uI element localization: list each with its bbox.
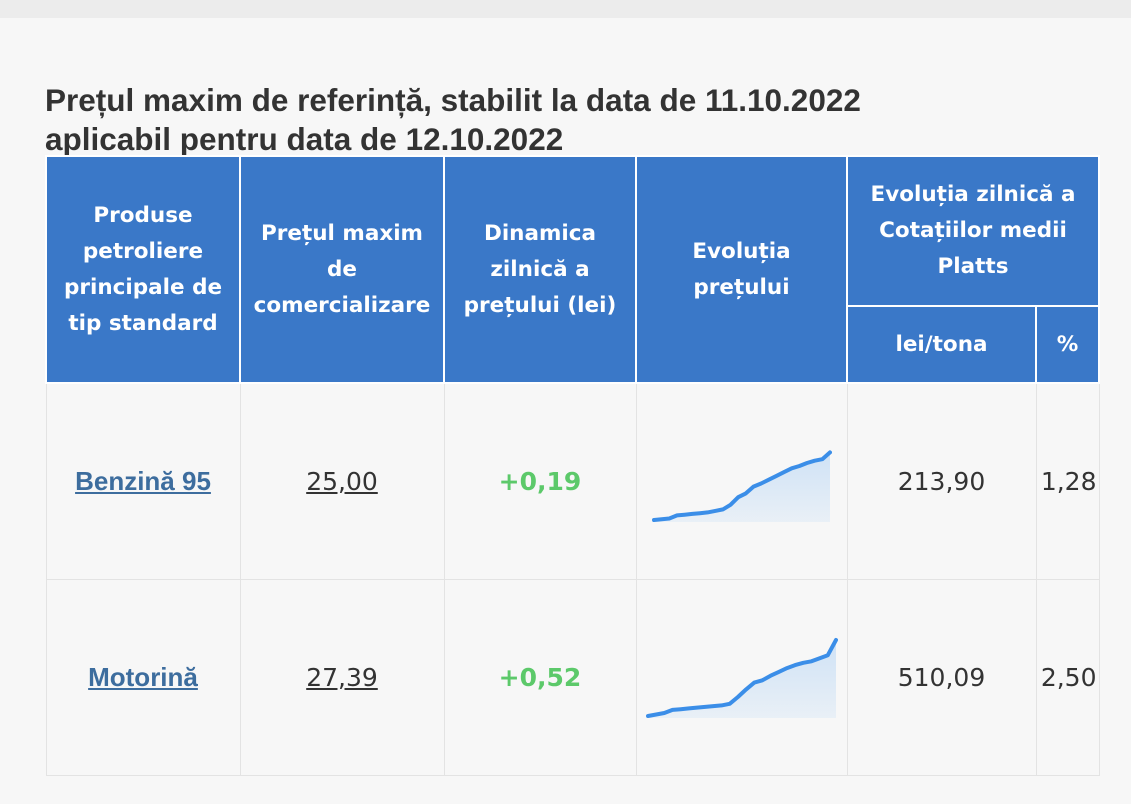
page-title: Prețul maxim de referință, stabilit la d… [45,81,1105,159]
price-value[interactable]: 25,00 [306,466,378,496]
platts-lei-value: 213,90 [846,382,1037,580]
sparkline-line [645,638,838,718]
fuel-price-table: Produse petroliere principale de tip sta… [45,155,1100,776]
sparkline-area [653,452,830,523]
price-delta: +0,19 [443,382,637,580]
table-row: Benzină 95 25,00 +0,19 213,90 1,28 [45,382,1100,580]
price-cell: 27,39 [239,578,445,776]
sparkline-chart-benzina-95 [651,450,832,523]
product-cell: Motorină [45,578,241,776]
header-dynamics: Dinamica zilnică a prețului (lei) [443,155,637,384]
title-line-2: aplicabil pentru data de 12.10.2022 [45,121,564,157]
sparkline-cell [635,382,848,580]
platts-pct-value: 2,50 [1035,578,1100,776]
product-cell: Benzină 95 [45,382,241,580]
table-row: Motorină 27,39 +0,52 510,09 2,50 [45,578,1100,776]
product-link-motorina[interactable]: Motorină [88,661,198,692]
title-line-1: Prețul maxim de referință, stabilit la d… [45,82,861,118]
platts-pct-value: 1,28 [1035,382,1100,580]
sparkline-chart-motorina [645,638,838,718]
price-cell: 25,00 [239,382,445,580]
header-product: Produse petroliere principale de tip sta… [45,155,241,384]
sparkline-line [651,450,832,523]
platts-lei-value: 510,09 [846,578,1037,776]
header-evolution: Evoluția prețului [635,155,848,384]
sparkline-area [647,640,836,718]
header-platts-lei: lei/tona [846,305,1037,384]
product-link-benzina-95[interactable]: Benzină 95 [75,465,211,496]
sparkline-cell [635,578,848,776]
header-platts-pct: % [1035,305,1100,384]
price-value[interactable]: 27,39 [306,662,378,692]
header-price: Prețul maxim de comercializare [239,155,445,384]
header-platts: Evoluția zilnică a Cotațiilor medii Plat… [846,155,1100,307]
price-delta: +0,52 [443,578,637,776]
